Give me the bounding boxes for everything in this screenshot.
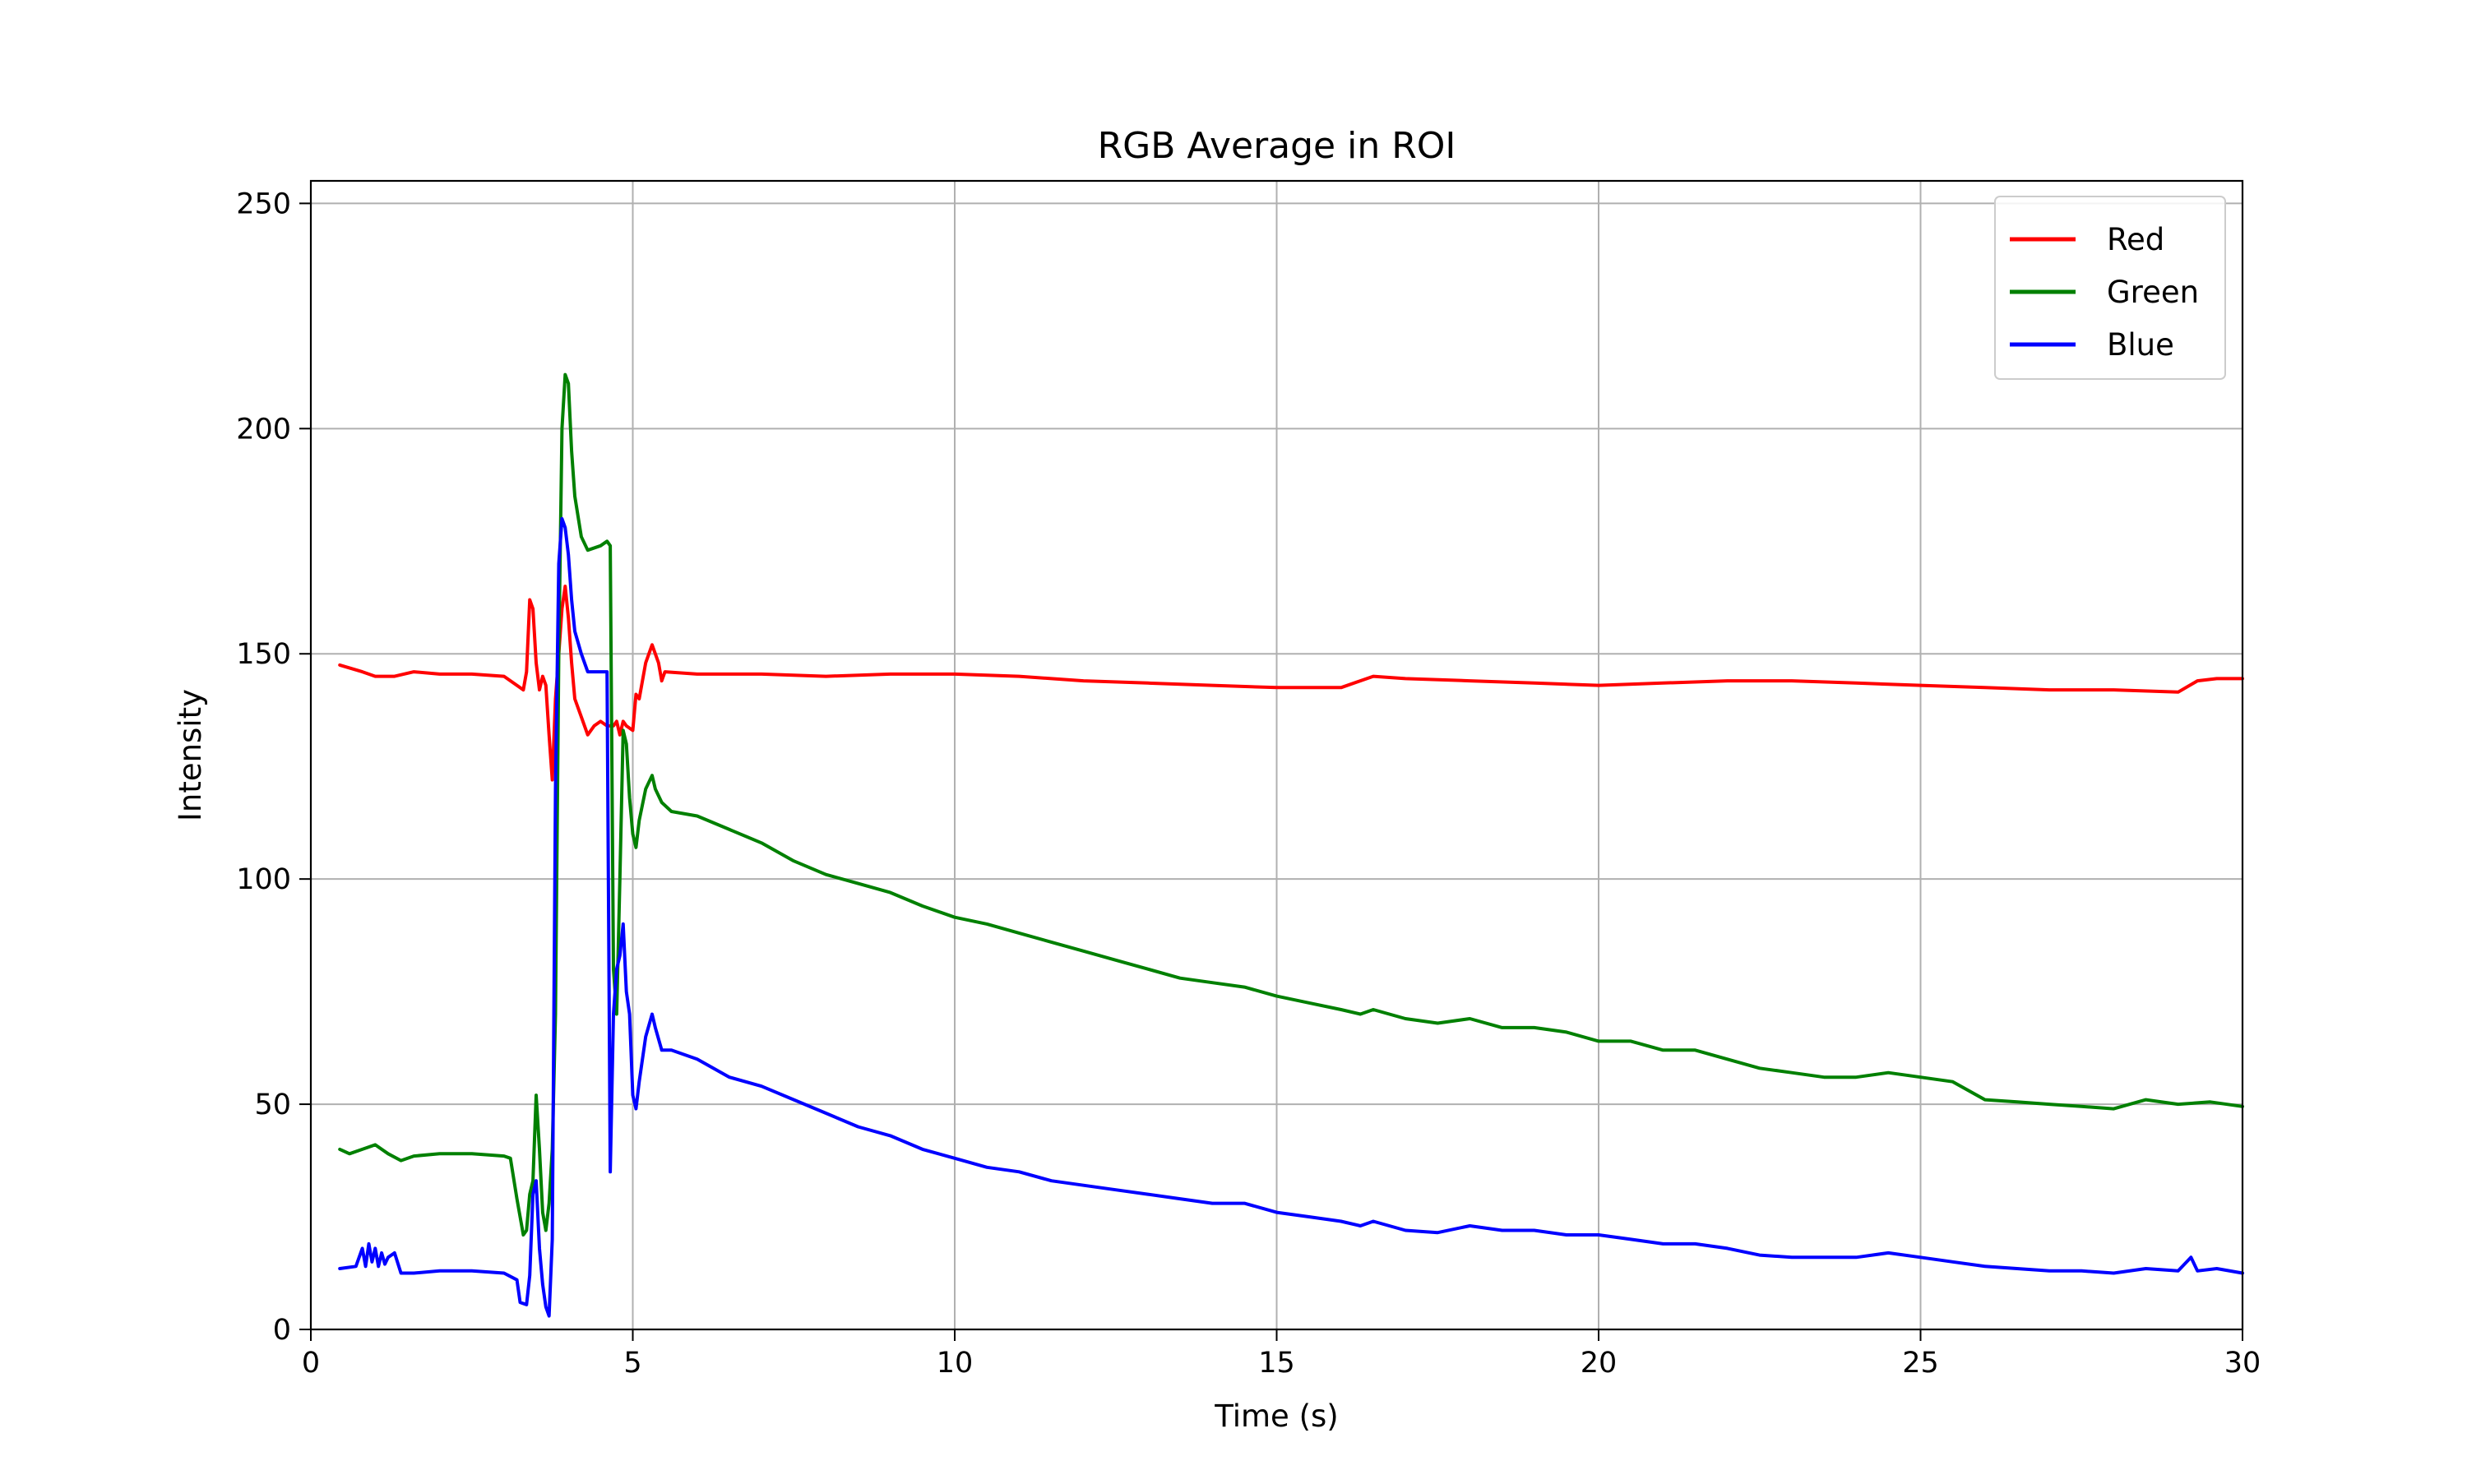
x-tick-label: 20 <box>1581 1347 1618 1380</box>
legend-label-red: Red <box>2107 222 2164 257</box>
legend-label-blue: Blue <box>2107 327 2174 363</box>
y-tick-label: 50 <box>254 1089 291 1121</box>
y-axis-label: Intensity <box>173 689 208 821</box>
legend: Red Green Blue <box>1994 196 2226 380</box>
y-tick-label: 200 <box>236 413 291 446</box>
series-line-red <box>338 585 2244 782</box>
chart-title: RGB Average in ROI <box>1098 125 1456 167</box>
x-tick-label: 10 <box>937 1347 974 1380</box>
x-tick-label: 0 <box>302 1347 320 1380</box>
x-tick-label: 5 <box>623 1347 641 1380</box>
x-axis-label: Time (s) <box>1214 1398 1338 1434</box>
series-line-green <box>338 372 2244 1237</box>
series-line-blue <box>338 516 2244 1318</box>
y-axis-ticks: 0 50 100 150 200 250 <box>236 187 311 1347</box>
x-tick-label: 15 <box>1258 1347 1295 1380</box>
legend-label-green: Green <box>2107 275 2199 310</box>
y-tick-label: 250 <box>236 187 291 220</box>
series-lines <box>338 372 2244 1318</box>
x-axis-ticks: 0 5 10 15 20 25 30 <box>302 1329 2261 1380</box>
y-tick-label: 100 <box>236 863 291 896</box>
legend-box <box>1994 196 2226 380</box>
x-tick-label: 25 <box>1902 1347 1939 1380</box>
x-tick-label: 30 <box>2224 1347 2261 1380</box>
y-tick-label: 0 <box>273 1314 291 1347</box>
y-tick-label: 150 <box>236 638 291 671</box>
